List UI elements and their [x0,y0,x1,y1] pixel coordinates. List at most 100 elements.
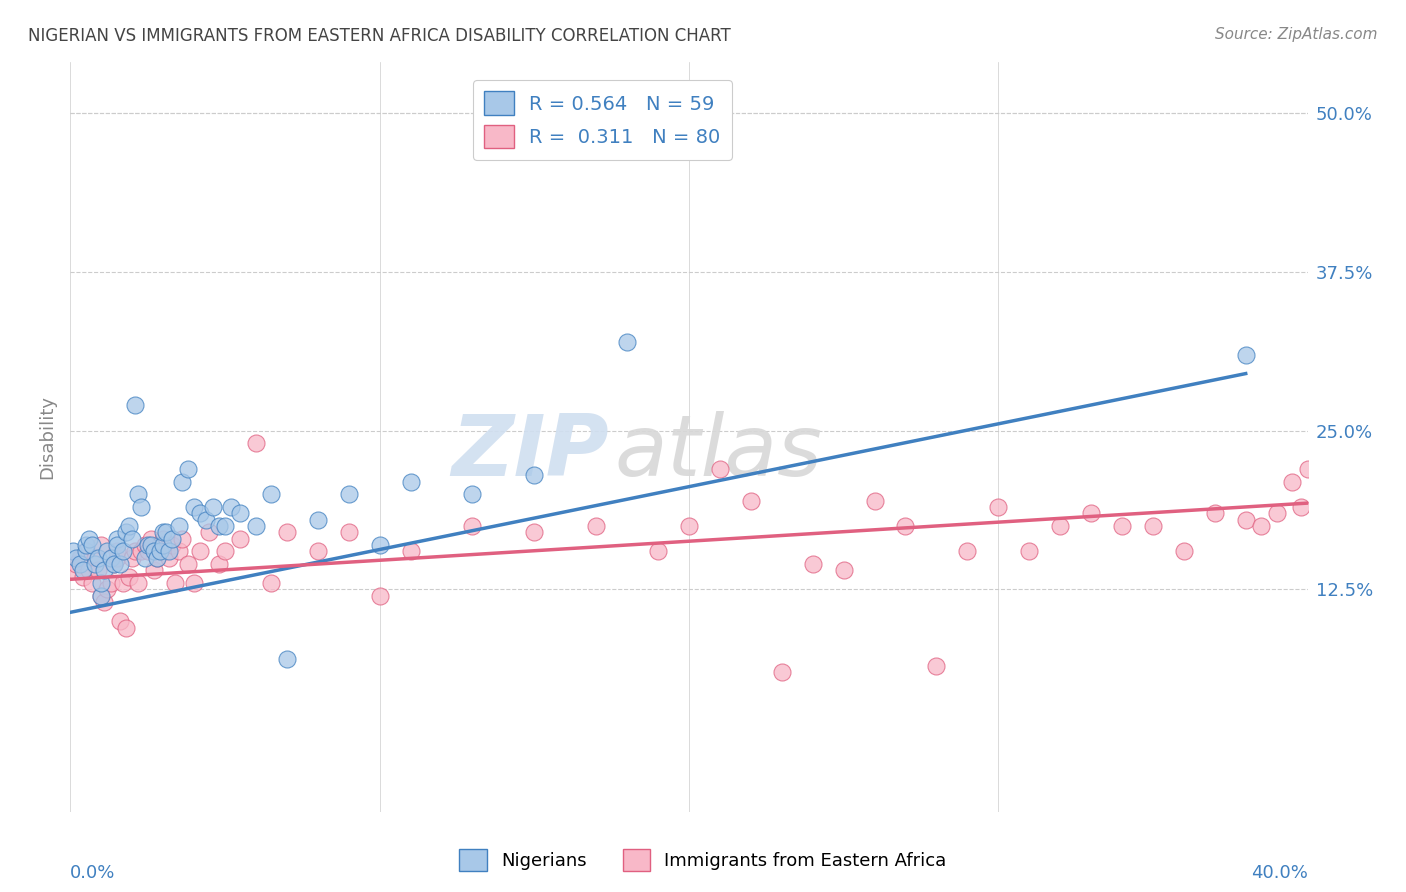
Point [111,544,134,558]
Point [925,658,948,673]
Point [276,652,298,666]
Point [1018,544,1040,558]
Point [219,500,242,514]
Point [260,576,283,591]
Point [121,550,143,565]
Point [523,525,546,540]
Point [1265,506,1288,520]
Point [134,550,156,565]
Point [461,519,484,533]
Point [90,589,112,603]
Point [165,576,187,591]
Text: 0.0%: 0.0% [70,864,115,882]
Point [77,532,100,546]
Point [87,550,110,565]
Point [162,532,184,546]
Point [198,525,221,540]
Point [77,563,100,577]
Text: NIGERIAN VS IMMIGRANTS FROM EASTERN AFRICA DISABILITY CORRELATION CHART: NIGERIAN VS IMMIGRANTS FROM EASTERN AFRI… [28,27,731,45]
Point [214,544,236,558]
Point [177,557,200,571]
Point [1049,519,1071,533]
Point [87,563,110,577]
Point [188,506,211,520]
Point [801,557,824,571]
Point [69,550,91,565]
Text: Source: ZipAtlas.com: Source: ZipAtlas.com [1215,27,1378,42]
Point [115,621,138,635]
Point [139,532,162,546]
Point [152,538,174,552]
Point [111,576,134,591]
Point [1204,506,1226,520]
Point [118,519,141,533]
Point [399,544,422,558]
Point [75,544,97,558]
Point [956,544,979,558]
Point [368,589,391,603]
Point [93,563,115,577]
Point [894,519,917,533]
Point [863,493,886,508]
Text: atlas: atlas [614,410,823,493]
Point [72,563,94,577]
Point [1234,347,1257,361]
Point [80,538,103,552]
Point [157,550,180,565]
Point [62,563,84,577]
Point [616,334,638,349]
Point [1281,475,1303,489]
Point [65,557,87,571]
Point [136,544,159,558]
Point [134,538,156,552]
Point [108,614,131,628]
Point [214,519,236,533]
Point [832,563,855,577]
Point [131,544,153,558]
Point [260,487,283,501]
Point [90,589,112,603]
Point [105,544,128,558]
Point [131,500,153,514]
Point [103,557,125,571]
Point [245,436,267,450]
Point [75,544,97,558]
Point [229,532,252,546]
Point [103,557,125,571]
Point [307,513,329,527]
Point [1080,506,1102,520]
Point [1142,519,1164,533]
Point [337,487,360,501]
Point [146,550,169,565]
Point [75,538,97,552]
Point [229,506,252,520]
Point [155,525,177,540]
Point [105,532,128,546]
Point [96,544,118,558]
Point [188,544,211,558]
Point [124,398,146,412]
Point [157,544,180,558]
Point [105,550,128,565]
Point [105,538,128,552]
Point [647,544,669,558]
Point [72,570,94,584]
Point [115,525,138,540]
Point [108,557,131,571]
Point [136,538,159,552]
Point [183,500,205,514]
Point [183,576,205,591]
Point [461,487,484,501]
Point [162,538,184,552]
Point [96,582,118,597]
Point [399,475,422,489]
Point [84,557,107,571]
Point [1291,500,1313,514]
Point [90,538,112,552]
Point [100,550,122,565]
Point [1234,513,1257,527]
Point [195,513,218,527]
Y-axis label: Disability: Disability [38,395,56,479]
Legend: Nigerians, Immigrants from Eastern Africa: Nigerians, Immigrants from Eastern Afric… [453,842,953,879]
Point [770,665,793,679]
